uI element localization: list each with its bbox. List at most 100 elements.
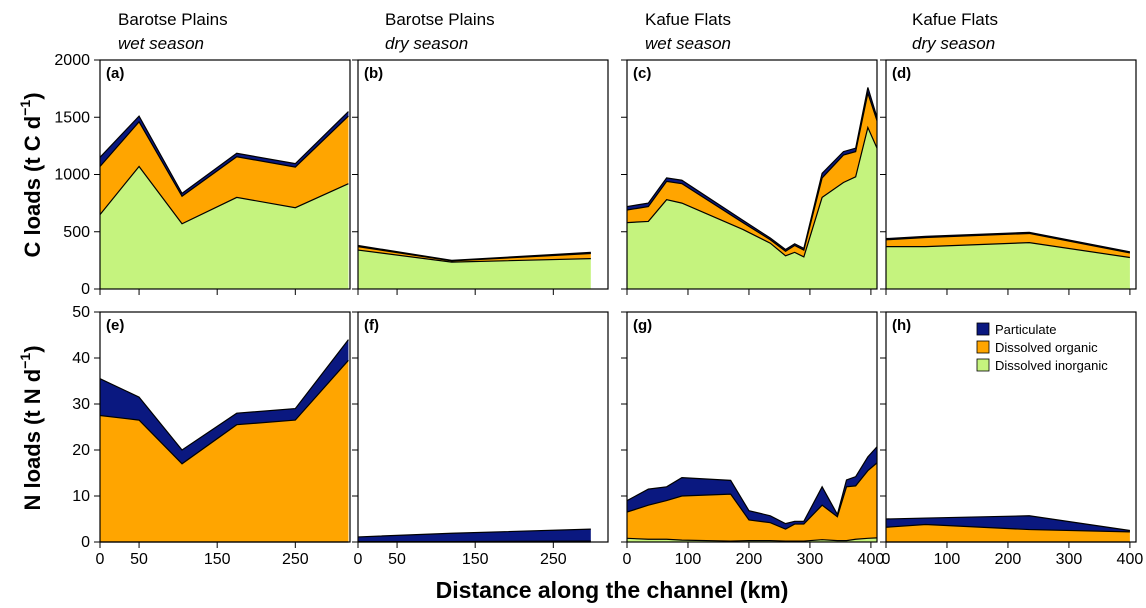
panel-label-g: (g) bbox=[633, 317, 652, 334]
panel-e: (e) 0 50 150 250 0 10 20 30 40 50 bbox=[72, 304, 351, 568]
area-dissolved-inorganic-a bbox=[100, 166, 349, 289]
line-top-dissolved-inorganic-b bbox=[357, 249, 591, 263]
legend: Particulate Dissolved organic Dissolved … bbox=[976, 322, 1108, 373]
y-tick-label-a-1500: 1500 bbox=[54, 109, 90, 126]
x-tick-label-h-400: 400 bbox=[1117, 551, 1144, 568]
y-tick-label-a-0: 0 bbox=[81, 281, 90, 298]
column-titles: Barotse Plains wet season Barotse Plains… bbox=[118, 10, 998, 53]
x-tick-label-e-150: 150 bbox=[204, 551, 231, 568]
legend-swatch-particulate bbox=[976, 322, 990, 336]
panel-c: (c) bbox=[621, 59, 878, 295]
area-dissolved-inorganic-d bbox=[886, 242, 1130, 289]
area-dissolved-organic-d bbox=[886, 233, 1130, 258]
line-top-particulate-b bbox=[357, 244, 591, 261]
x-tick-label-g-200: 200 bbox=[736, 551, 763, 568]
legend-label-dissolved-inorganic: Dissolved inorganic bbox=[995, 358, 1108, 373]
panel-f: (f) 0 50 150 250 bbox=[352, 311, 609, 568]
column-title-2: Barotse Plains bbox=[385, 10, 495, 29]
panel-a: (a) 0 500 1000 1500 2000 bbox=[54, 52, 351, 298]
legend-swatch-dissolved-organic bbox=[976, 340, 990, 354]
x-tick-label-h-0: 0 bbox=[882, 551, 891, 568]
line-top-particulate-f bbox=[357, 528, 591, 538]
x-tick-label-g-300: 300 bbox=[797, 551, 824, 568]
line-top-dissolved-inorganic-c bbox=[626, 125, 878, 258]
y-label-nitrogen-text: N loads (t N d bbox=[20, 369, 45, 511]
legend-label-dissolved-organic: Dissolved organic bbox=[995, 340, 1098, 355]
panel-label-e: (e) bbox=[106, 317, 124, 334]
panel-frame-e bbox=[99, 311, 351, 543]
column-subtitle-4: dry season bbox=[912, 34, 995, 53]
line-top-dissolved-organic-d bbox=[885, 232, 1131, 254]
panel-label-h: (h) bbox=[892, 317, 911, 334]
x-axis-label: Distance along the channel (km) bbox=[436, 577, 789, 603]
x-tick-label-f-0: 0 bbox=[354, 551, 363, 568]
area-particulate-e bbox=[100, 339, 349, 464]
panel-label-d: (d) bbox=[892, 65, 911, 82]
column-title-1: Barotse Plains bbox=[118, 10, 228, 29]
column-subtitle-3: wet season bbox=[645, 34, 731, 53]
x-tick-label-h-200: 200 bbox=[995, 551, 1022, 568]
line-top-particulate-a bbox=[99, 111, 349, 195]
x-tick-label-f-150: 150 bbox=[462, 551, 489, 568]
column-title-4: Kafue Flats bbox=[912, 10, 998, 29]
x-tick-label-g-100: 100 bbox=[675, 551, 702, 568]
legend-swatch-dissolved-inorganic bbox=[976, 358, 990, 372]
x-tick-label-e-250: 250 bbox=[282, 551, 309, 568]
panel-d: (d) bbox=[880, 59, 1137, 295]
svg-text:C loads (t C d−1): C loads (t C d−1) bbox=[17, 92, 45, 257]
panel-g: (g) 0 100 200 300 400 bbox=[621, 311, 885, 568]
x-tick-label-e-0: 0 bbox=[96, 551, 105, 568]
area-particulate-f bbox=[358, 529, 591, 542]
panel-h: (h) 0 100 200 300 400 bbox=[880, 311, 1144, 568]
area-particulate-h bbox=[886, 515, 1130, 532]
svg-text:N loads (t N d−1): N loads (t N d−1) bbox=[17, 345, 45, 510]
y-tick-label-e-30: 30 bbox=[72, 396, 90, 413]
column-title-3: Kafue Flats bbox=[645, 10, 731, 29]
area-particulate-g bbox=[627, 446, 877, 530]
panel-frame-h bbox=[885, 311, 1137, 543]
y-label-carbon-exponent: −1 bbox=[17, 100, 33, 116]
x-tick-label-g-0: 0 bbox=[623, 551, 632, 568]
area-dissolved-organic-h bbox=[886, 524, 1130, 542]
x-tick-label-h-300: 300 bbox=[1056, 551, 1083, 568]
area-dissolved-inorganic-c bbox=[627, 127, 877, 289]
line-top-dissolved-organic-g bbox=[626, 462, 878, 530]
line-top-dissolved-organic-c bbox=[626, 90, 878, 252]
y-label-nitrogen-exponent: −1 bbox=[17, 353, 33, 369]
area-dissolved-organic-b bbox=[358, 246, 591, 263]
panel-frame-f bbox=[357, 311, 609, 543]
panel-label-f: (f) bbox=[364, 317, 379, 334]
y-tick-label-e-40: 40 bbox=[72, 350, 90, 367]
line-top-dissolved-inorganic-d bbox=[886, 242, 1130, 259]
area-dissolved-organic-e bbox=[100, 360, 349, 542]
panel-frame-g bbox=[626, 311, 878, 543]
y-tick-label-a-500: 500 bbox=[63, 224, 90, 241]
line-top-dissolved-organic-e bbox=[99, 359, 349, 465]
y-tick-label-e-20: 20 bbox=[72, 442, 90, 459]
area-particulate-c bbox=[627, 87, 877, 252]
y-axis-label-carbon: C loads (t C d−1) bbox=[17, 92, 45, 257]
line-top-dissolved-inorganic-a bbox=[99, 165, 349, 225]
x-tick-label-f-50: 50 bbox=[388, 551, 406, 568]
panel-label-b: (b) bbox=[364, 65, 383, 82]
legend-label-particulate: Particulate bbox=[995, 322, 1056, 337]
x-tick-label-g-400: 400 bbox=[858, 551, 885, 568]
y-tick-label-a-2000: 2000 bbox=[54, 52, 90, 69]
y-label-nitrogen-close: ) bbox=[20, 345, 45, 352]
y-label-carbon-text: C loads (t C d bbox=[20, 116, 45, 258]
panel-label-a: (a) bbox=[106, 65, 124, 82]
y-tick-label-e-0: 0 bbox=[81, 534, 90, 551]
y-tick-label-e-50: 50 bbox=[72, 304, 90, 321]
area-dissolved-inorganic-g bbox=[627, 537, 877, 542]
panel-label-c: (c) bbox=[633, 65, 651, 82]
line-top-particulate-d bbox=[885, 231, 1131, 253]
column-subtitle-2: dry season bbox=[385, 34, 468, 53]
area-dissolved-organic-g bbox=[627, 462, 877, 542]
line-top-particulate-c bbox=[626, 87, 878, 251]
y-tick-label-e-10: 10 bbox=[72, 488, 90, 505]
line-top-dissolved-organic-a bbox=[99, 115, 349, 198]
area-dissolved-organic-c bbox=[627, 93, 877, 257]
x-tick-label-e-50: 50 bbox=[130, 551, 148, 568]
